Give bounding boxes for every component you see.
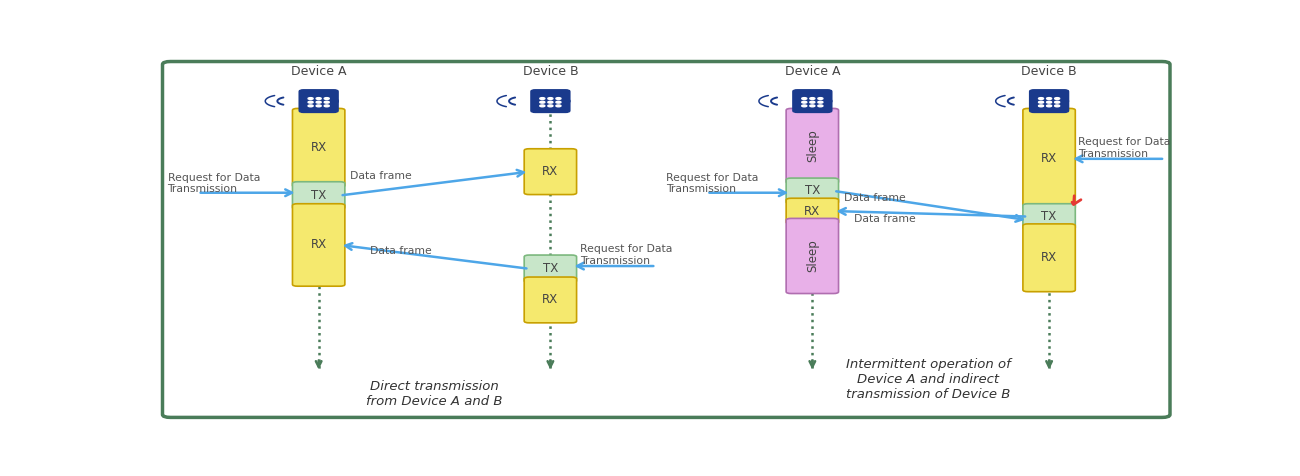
- Text: RX: RX: [1041, 152, 1057, 165]
- Text: RX: RX: [542, 293, 559, 307]
- Circle shape: [324, 98, 329, 99]
- Circle shape: [802, 105, 807, 107]
- Circle shape: [547, 98, 552, 99]
- Circle shape: [1039, 105, 1044, 107]
- Circle shape: [1046, 105, 1052, 107]
- Text: Intermittent operation of
Device A and indirect
transmission of Device B: Intermittent operation of Device A and i…: [846, 358, 1010, 401]
- Text: Data frame: Data frame: [370, 247, 432, 257]
- Circle shape: [810, 105, 815, 107]
- Circle shape: [308, 105, 313, 107]
- Text: Device A: Device A: [291, 65, 346, 78]
- Text: RX: RX: [1041, 251, 1057, 264]
- FancyBboxPatch shape: [1023, 204, 1075, 229]
- Text: Data frame: Data frame: [854, 214, 915, 224]
- Circle shape: [1039, 101, 1044, 103]
- Text: Request for Data
Transmission: Request for Data Transmission: [168, 173, 260, 194]
- FancyBboxPatch shape: [786, 109, 838, 184]
- Text: Sleep: Sleep: [806, 129, 819, 162]
- Circle shape: [316, 98, 321, 99]
- Circle shape: [308, 98, 313, 99]
- Text: RX: RX: [542, 165, 559, 178]
- Circle shape: [556, 105, 562, 107]
- FancyBboxPatch shape: [292, 182, 344, 209]
- FancyBboxPatch shape: [1023, 224, 1075, 292]
- FancyBboxPatch shape: [524, 255, 577, 283]
- FancyBboxPatch shape: [524, 149, 577, 195]
- Text: Request for Data
Transmission: Request for Data Transmission: [1078, 137, 1171, 159]
- FancyBboxPatch shape: [524, 277, 577, 323]
- FancyBboxPatch shape: [532, 90, 569, 112]
- Circle shape: [1046, 98, 1052, 99]
- Text: TX: TX: [805, 184, 820, 198]
- Text: TX: TX: [543, 262, 558, 275]
- Text: RX: RX: [805, 205, 820, 218]
- Circle shape: [1054, 98, 1060, 99]
- FancyArrowPatch shape: [1072, 196, 1080, 205]
- FancyBboxPatch shape: [292, 109, 344, 187]
- Circle shape: [540, 98, 545, 99]
- Text: Data frame: Data frame: [350, 171, 412, 181]
- Text: RX: RX: [311, 238, 326, 251]
- Circle shape: [1039, 98, 1044, 99]
- Text: Sleep: Sleep: [806, 239, 819, 272]
- Circle shape: [324, 105, 329, 107]
- FancyBboxPatch shape: [793, 90, 832, 112]
- Text: Device A: Device A: [785, 65, 840, 78]
- Circle shape: [1054, 105, 1060, 107]
- Text: Request for Data
Transmission: Request for Data Transmission: [666, 173, 759, 194]
- Circle shape: [802, 98, 807, 99]
- Circle shape: [316, 105, 321, 107]
- Circle shape: [556, 101, 562, 103]
- Text: Data frame: Data frame: [844, 193, 905, 203]
- FancyBboxPatch shape: [292, 204, 344, 286]
- Text: Device B: Device B: [1022, 65, 1076, 78]
- FancyBboxPatch shape: [786, 218, 838, 294]
- Circle shape: [1046, 101, 1052, 103]
- Text: Request for Data
Transmission: Request for Data Transmission: [580, 244, 672, 266]
- Circle shape: [540, 105, 545, 107]
- Text: Direct transmission
from Device A and B: Direct transmission from Device A and B: [367, 380, 503, 408]
- Circle shape: [802, 101, 807, 103]
- Text: RX: RX: [311, 141, 326, 154]
- FancyBboxPatch shape: [162, 61, 1170, 417]
- Circle shape: [810, 98, 815, 99]
- Circle shape: [1054, 101, 1060, 103]
- FancyBboxPatch shape: [1030, 90, 1069, 112]
- Circle shape: [556, 98, 562, 99]
- Circle shape: [547, 105, 552, 107]
- Text: TX: TX: [1041, 210, 1057, 223]
- Text: TX: TX: [311, 189, 326, 202]
- Circle shape: [540, 101, 545, 103]
- Text: Device B: Device B: [523, 65, 578, 78]
- Circle shape: [308, 101, 313, 103]
- Circle shape: [818, 101, 823, 103]
- Circle shape: [324, 101, 329, 103]
- Circle shape: [316, 101, 321, 103]
- Circle shape: [547, 101, 552, 103]
- Circle shape: [818, 98, 823, 99]
- FancyBboxPatch shape: [786, 198, 838, 224]
- Circle shape: [818, 105, 823, 107]
- Circle shape: [810, 101, 815, 103]
- FancyBboxPatch shape: [1023, 109, 1075, 209]
- FancyBboxPatch shape: [786, 178, 838, 204]
- FancyBboxPatch shape: [299, 90, 338, 112]
